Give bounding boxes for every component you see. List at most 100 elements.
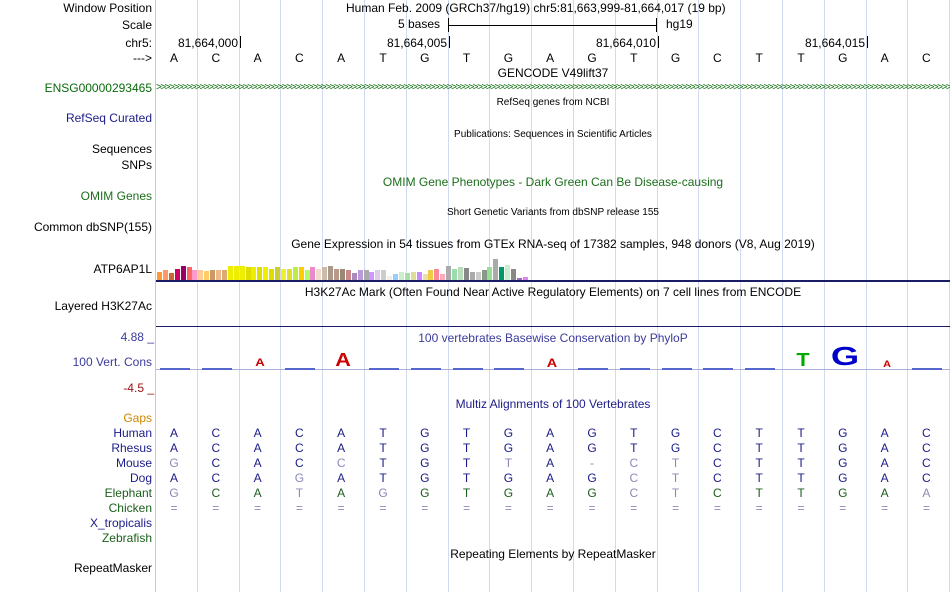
cons-logo-letter[interactable]: A (335, 350, 351, 370)
gtex-tissue-bar[interactable] (375, 270, 381, 280)
gtex-tissue-bar[interactable] (457, 267, 463, 280)
gtex-tissue-bar[interactable] (192, 270, 198, 280)
gtex-tissue-bar[interactable] (463, 268, 469, 280)
gtex-tissue-bar[interactable] (174, 269, 180, 280)
gtex-tissue-bar[interactable] (393, 274, 398, 280)
gtex-tissue-bar[interactable] (398, 272, 404, 280)
sequences-label[interactable]: Sequences (91, 142, 152, 156)
gtex-tissue-bar[interactable] (269, 269, 275, 280)
cons-bar[interactable] (160, 368, 190, 370)
cons-logo-letter[interactable]: T (796, 350, 810, 370)
omim-label[interactable]: OMIM Genes (80, 189, 152, 203)
species-label[interactable]: Chicken (108, 501, 152, 515)
dbsnp-label[interactable]: Common dbSNP(155) (33, 220, 152, 234)
gtex-tissue-bar[interactable] (428, 270, 434, 280)
gtex-tissue-bar[interactable] (369, 272, 375, 280)
gtex-tissue-bar[interactable] (275, 267, 280, 280)
gtex-tissue-bar[interactable] (487, 267, 493, 280)
gtex-tissue-bar[interactable] (381, 270, 387, 280)
gtex-tissue-bar[interactable] (162, 270, 168, 280)
cons-logo-letter[interactable]: G (830, 341, 859, 371)
gtex-tissue-bar[interactable] (505, 265, 511, 280)
refseq-label[interactable]: RefSeq Curated (65, 111, 152, 125)
cons-bar[interactable] (745, 368, 776, 370)
gtex-tissue-bar[interactable] (351, 273, 357, 280)
cons-bar[interactable] (369, 368, 399, 370)
gtex-track-title[interactable]: Gene Expression in 54 tissues from GTEx … (291, 237, 815, 251)
gtex-tissue-bar[interactable] (481, 270, 487, 280)
gtex-tissue-bar[interactable] (410, 272, 416, 280)
gtex-tissue-bar[interactable] (345, 270, 351, 280)
species-label[interactable]: Mouse (115, 456, 152, 470)
gtex-tissue-bar[interactable] (440, 274, 446, 280)
gtex-gene-label[interactable]: ATP6AP1L (93, 262, 152, 276)
gtex-tissue-bar[interactable] (245, 267, 251, 280)
cons-logo-letter[interactable]: A (882, 359, 891, 369)
gtex-tissue-bar[interactable] (334, 269, 339, 280)
gtex-tissue-bar[interactable] (469, 272, 475, 280)
species-label[interactable]: Elephant (104, 486, 152, 500)
gtex-tissue-bar[interactable] (446, 266, 452, 280)
gencode-gene-feature[interactable]: >>>>>>>>>>>>>>>>>>>>>>>>>>>>>>>>>>>>>>>>… (156, 82, 950, 93)
gtex-tissue-bar[interactable] (239, 266, 245, 280)
cons-bar[interactable] (201, 368, 232, 370)
dbsnp-track-title[interactable]: Short Genetic Variants from dbSNP releas… (447, 207, 659, 218)
gtex-tissue-bar[interactable] (286, 269, 292, 280)
cons-logo-letter[interactable]: A (254, 357, 265, 369)
gtex-tissue-bar[interactable] (157, 272, 162, 280)
species-label[interactable]: Rhesus (111, 441, 152, 455)
gtex-tissue-bar[interactable] (452, 269, 457, 280)
gtex-tissue-bar[interactable] (310, 267, 316, 280)
publications-track-title[interactable]: Publications: Sequences in Scientific Ar… (454, 129, 652, 140)
gtex-tissue-bar[interactable] (221, 270, 227, 280)
gtex-tissue-bar[interactable] (210, 270, 216, 280)
gtex-tissue-bar[interactable] (387, 276, 393, 280)
cons-bar[interactable] (452, 368, 483, 370)
cons-label[interactable]: 100 Vert. Cons (72, 355, 152, 369)
rmsk-track-title[interactable]: Repeating Elements by RepeatMasker (450, 547, 656, 561)
refseq-track-title[interactable]: RefSeq genes from NCBI (496, 97, 610, 108)
cons-bar[interactable] (410, 368, 441, 370)
cons-bar[interactable] (285, 368, 316, 370)
gtex-tissue-bar[interactable] (292, 267, 298, 280)
h3k27ac-label[interactable]: Layered H3K27Ac (54, 299, 152, 313)
gtex-tissue-bar[interactable] (493, 259, 499, 280)
gtex-tissue-bar[interactable] (499, 267, 505, 280)
gtex-tissue-bar[interactable] (522, 277, 528, 280)
gtex-tissue-bar[interactable] (363, 270, 369, 280)
cons-bar[interactable] (703, 368, 734, 370)
gtex-tissue-bar[interactable] (198, 270, 204, 280)
species-label[interactable]: X_tropicalis (89, 516, 152, 530)
gtex-tissue-bar[interactable] (186, 267, 192, 280)
gtex-tissue-bar[interactable] (263, 267, 269, 280)
gtex-tissue-bar[interactable] (339, 269, 345, 280)
species-label[interactable]: Human (113, 426, 152, 440)
cons-logo-letter[interactable]: A (546, 356, 558, 370)
gtex-tissue-bar[interactable] (280, 269, 286, 280)
cons-bar[interactable] (494, 368, 525, 370)
omim-track-title[interactable]: OMIM Gene Phenotypes - Dark Green Can Be… (382, 175, 724, 189)
gtex-tissue-bar[interactable] (422, 274, 428, 280)
gaps-label[interactable]: Gaps (123, 411, 152, 425)
gtex-tissue-bar[interactable] (227, 266, 233, 280)
gtex-tissue-bar[interactable] (357, 270, 363, 280)
gtex-tissue-bar[interactable] (328, 266, 334, 280)
multiz-track-title[interactable]: Multiz Alignments of 100 Vertebrates (455, 397, 651, 411)
gencode-gene-label[interactable]: ENSG00000293465 (44, 81, 152, 95)
gtex-tissue-bar[interactable] (475, 272, 481, 280)
gtex-tissue-bar[interactable] (180, 266, 186, 280)
gtex-tissue-bar[interactable] (251, 267, 257, 280)
gtex-tissue-bar[interactable] (511, 269, 516, 280)
gtex-tissue-bar[interactable] (298, 267, 304, 280)
gtex-tissue-bar[interactable] (322, 267, 328, 280)
gtex-tissue-bar[interactable] (516, 278, 522, 280)
h3k27ac-track-title[interactable]: H3K27Ac Mark (Often Found Near Active Re… (304, 285, 802, 299)
species-label[interactable]: Dog (129, 471, 152, 485)
gtex-tissue-bar[interactable] (404, 273, 410, 280)
gtex-tissue-bar[interactable] (257, 267, 263, 280)
gtex-tissue-bar[interactable] (416, 272, 422, 280)
gtex-tissue-bar[interactable] (316, 269, 322, 280)
gtex-tissue-bar[interactable] (304, 270, 310, 280)
gtex-tissue-bar[interactable] (233, 266, 239, 280)
gtex-tissue-bar[interactable] (216, 270, 221, 280)
